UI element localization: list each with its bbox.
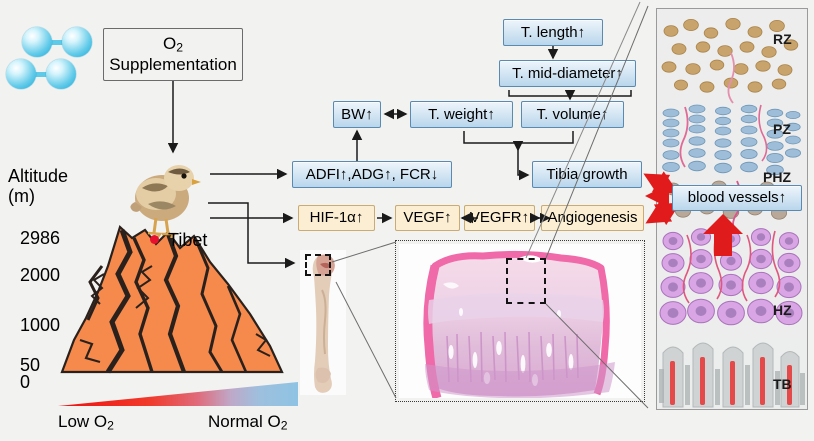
section-roi-box (506, 258, 546, 304)
low-o2-label: Low O2 (58, 412, 114, 433)
box-tibia-growth: Tibia growth (532, 161, 642, 188)
box-vegf: VEGF↑ (395, 205, 460, 231)
altitude-axis-title: Altitude (m) (8, 166, 68, 206)
altitude-tick-2986: 2986 (20, 228, 61, 248)
box-t-volume: T. volume↑ (521, 101, 624, 128)
oxygen-gradient-bar (58, 382, 298, 406)
blood-vessel-increase-arrow-icon (703, 214, 743, 256)
box-t-mid-diameter: T. mid-diameter↑ (499, 60, 636, 87)
altitude-tick-0: 0 (20, 372, 31, 392)
tibia-roi-box (305, 254, 331, 276)
oxygen-molecule-icon-2 (6, 58, 76, 90)
zone-label-hz: HZ (773, 302, 792, 318)
altitude-tick-2000: 2000 (20, 265, 61, 285)
oxygen-molecule-icon-1 (22, 26, 92, 58)
box-performance: ADFI↑,ADG↑, FCR↓ (292, 161, 452, 188)
he-section-frame (395, 240, 645, 402)
he-stained-section-image (399, 244, 641, 398)
tibet-label: Tibet (168, 230, 208, 250)
tibet-marker-dot (150, 235, 159, 244)
altitude-tick-50: 50 (20, 355, 41, 375)
o2-supplementation-box: O2 Supplementation (103, 28, 243, 81)
box-t-length: T. length↑ (503, 19, 603, 46)
zone-label-pz: PZ (773, 121, 791, 137)
altitude-title-line2: (m) (8, 186, 35, 207)
chick-image (130, 165, 201, 238)
normal-o2-label: Normal O2 (208, 412, 288, 433)
o2-supplementation-line1: O2 (162, 33, 184, 55)
zone-label-rz: RZ (773, 31, 792, 47)
zone-label-phz: PHZ (763, 169, 791, 185)
box-bw: BW↑ (333, 101, 381, 128)
o2-supplementation-line2: Supplementation (109, 55, 237, 75)
box-t-weight: T. weight↑ (410, 101, 513, 128)
altitude-tick-1000: 1000 (20, 315, 61, 335)
box-hif1a: HIF-1α↑ (298, 205, 375, 231)
altitude-title-line1: Altitude (8, 166, 69, 186)
zone-label-tb: TB (773, 376, 792, 392)
box-blood-vessels: blood vessels↑ (672, 185, 802, 211)
